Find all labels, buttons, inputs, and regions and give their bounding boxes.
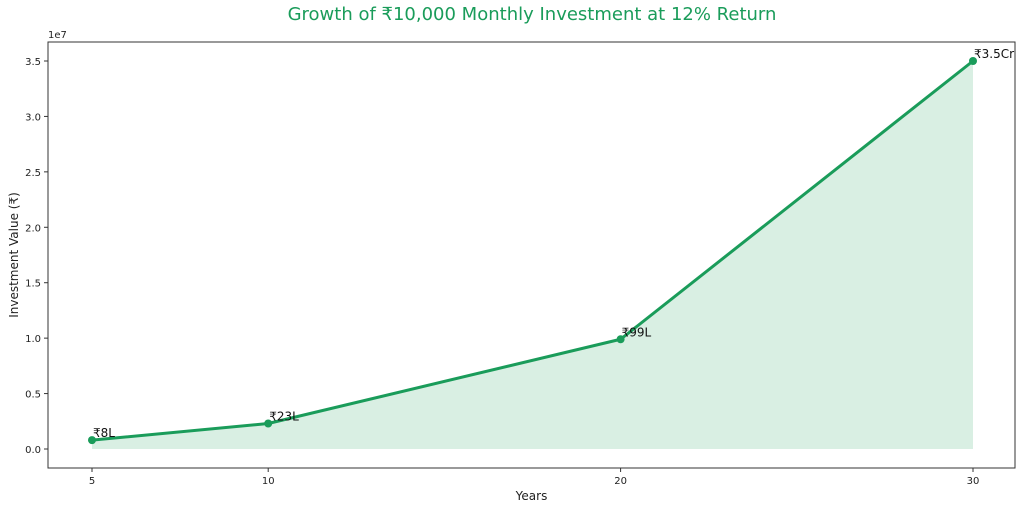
x-tick-label: 30 bbox=[967, 476, 980, 487]
chart-title: Growth of ₹10,000 Monthly Investment at … bbox=[287, 4, 777, 25]
data-annotation: ₹99L bbox=[622, 325, 652, 339]
y-tick-label: 3.0 bbox=[25, 112, 41, 123]
y-tick-label: 2.5 bbox=[25, 168, 41, 179]
y-axis-label: Investment Value (₹) bbox=[7, 192, 21, 318]
x-tick-label: 5 bbox=[89, 476, 95, 487]
y-tick-label: 3.5 bbox=[25, 57, 41, 68]
y-tick-label: 2.0 bbox=[25, 223, 41, 234]
series-line bbox=[91, 59, 974, 442]
data-point-marker bbox=[969, 57, 977, 65]
data-point-marker bbox=[264, 419, 273, 428]
data-point-marker bbox=[88, 436, 96, 445]
data-annotation: ₹3.5Cr bbox=[974, 47, 1014, 61]
y-tick-label: 0.0 bbox=[25, 445, 41, 456]
y-tick-label: 0.5 bbox=[25, 390, 41, 401]
x-tick-label: 20 bbox=[614, 476, 627, 487]
data-annotation: ₹23L bbox=[269, 410, 299, 424]
y-tick-label: 1.5 bbox=[25, 279, 41, 290]
data-annotation: ₹8L bbox=[93, 426, 115, 440]
plot-frame bbox=[47, 41, 1016, 469]
y-tick-label: 1.0 bbox=[25, 334, 41, 345]
area-fill bbox=[92, 61, 973, 449]
data-point-marker bbox=[616, 335, 625, 344]
x-axis-label: Years bbox=[515, 489, 548, 503]
y-offset-label: 1e7 bbox=[48, 30, 67, 41]
x-tick-label: 10 bbox=[262, 476, 275, 487]
